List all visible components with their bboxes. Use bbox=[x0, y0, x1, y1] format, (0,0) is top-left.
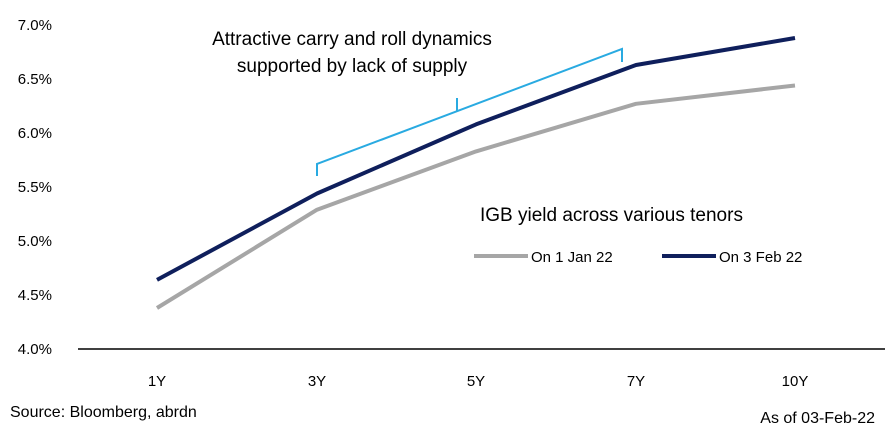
y-tick-label: 6.0% bbox=[18, 125, 52, 142]
legend-label-3-feb: On 3 Feb 22 bbox=[719, 249, 802, 266]
x-tick-label: 1Y bbox=[148, 373, 166, 390]
chart-title: IGB yield across various tenors bbox=[480, 205, 743, 226]
x-tick-label: 10Y bbox=[782, 373, 809, 390]
x-tick-label: 5Y bbox=[467, 373, 485, 390]
annotation-line-2: supported by lack of supply bbox=[237, 56, 468, 77]
legend-label-1-jan: On 1 Jan 22 bbox=[531, 249, 613, 266]
y-tick-label: 5.5% bbox=[18, 179, 52, 196]
series-line-1-jan-22 bbox=[155, 83, 796, 310]
series-line-3-feb-22 bbox=[156, 36, 796, 282]
y-tick-label: 6.5% bbox=[18, 71, 52, 88]
annotation-bracket bbox=[316, 47, 623, 176]
as-of-date: As of 03-Feb-22 bbox=[760, 410, 875, 427]
x-tick-label: 7Y bbox=[627, 373, 645, 390]
y-tick-label: 7.0% bbox=[18, 17, 52, 34]
x-tick-label: 3Y bbox=[308, 373, 326, 390]
source-note: Source: Bloomberg, abrdn bbox=[10, 404, 197, 421]
annotation-line-1: Attractive carry and roll dynamics bbox=[212, 29, 492, 50]
y-tick-label: 4.5% bbox=[18, 287, 52, 304]
series-lines bbox=[155, 36, 796, 310]
legend: On 1 Jan 22 On 3 Feb 22 bbox=[474, 249, 802, 266]
y-tick-label: 5.0% bbox=[18, 233, 52, 250]
x-axis-ticks: 1Y 3Y 5Y 7Y 10Y bbox=[148, 373, 809, 390]
y-axis-ticks: 4.0% 4.5% 5.0% 5.5% 6.0% 6.5% 7.0% bbox=[18, 17, 52, 358]
y-tick-label: 4.0% bbox=[18, 341, 52, 358]
